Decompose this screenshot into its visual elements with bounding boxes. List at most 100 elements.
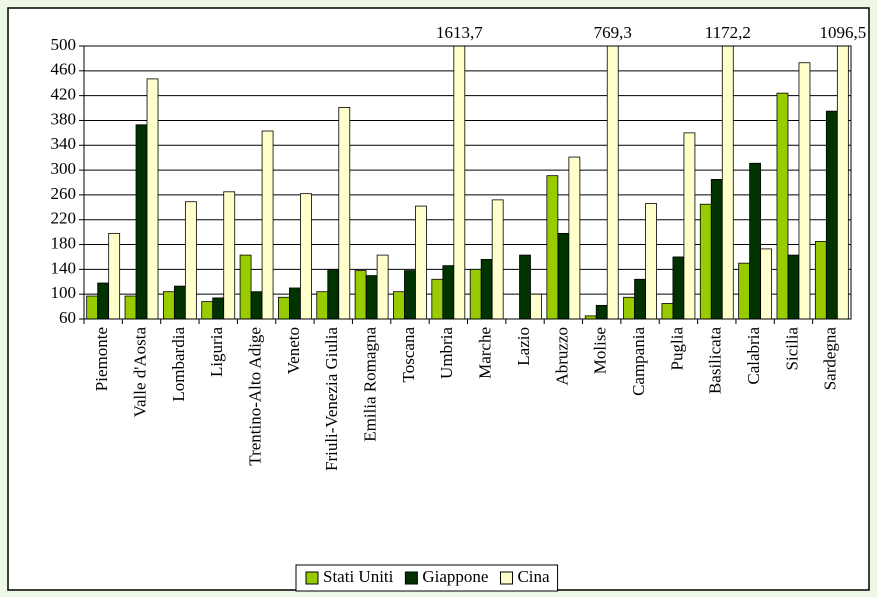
y-tick-label: 300	[51, 159, 77, 178]
y-tick-label: 500	[51, 35, 77, 54]
bar	[469, 268, 482, 319]
bar	[595, 304, 608, 319]
bar	[568, 156, 581, 319]
bars	[86, 46, 849, 319]
data-label: 1613,7	[436, 23, 483, 42]
bar	[376, 254, 389, 319]
bar	[184, 201, 197, 319]
legend-label: Giappone	[422, 567, 488, 586]
bar	[97, 282, 110, 319]
x-tick-label: Trentino-Alto Adige	[245, 327, 264, 466]
x-tick-label: Molise	[591, 327, 610, 374]
bar	[721, 46, 734, 319]
legend-label: Stati Uniti	[323, 567, 394, 586]
bar	[354, 270, 367, 319]
x-tick-label: Puglia	[667, 327, 686, 371]
y-tick-label: 260	[51, 184, 77, 203]
bar	[124, 295, 137, 319]
bar	[239, 254, 252, 319]
bar	[672, 256, 685, 319]
bar	[261, 130, 274, 319]
bar	[338, 107, 351, 319]
bar	[738, 262, 751, 319]
legend-swatch	[305, 571, 319, 585]
legend-label: Cina	[517, 567, 550, 586]
bar	[415, 205, 427, 319]
bar	[162, 291, 175, 319]
x-tick-label: Umbria	[437, 327, 456, 379]
x-tick-label: Lombardia	[169, 327, 188, 402]
bar	[173, 285, 186, 319]
y-tick-label: 380	[51, 109, 77, 128]
bar	[606, 46, 619, 319]
legend: Stati Uniti Giappone Cina	[295, 564, 559, 592]
x-tick-label: Emilia Romagna	[361, 327, 380, 442]
bar	[201, 301, 214, 319]
bar	[491, 199, 504, 319]
bar	[836, 46, 849, 319]
bar	[645, 203, 657, 319]
bar	[365, 275, 378, 319]
y-tick-label: 460	[51, 60, 77, 79]
x-tick-label: Valle d'Aosta	[130, 327, 149, 418]
bar	[760, 248, 773, 319]
y-tick-label: 100	[51, 283, 77, 302]
bar	[519, 254, 531, 319]
data-label: 1096,5	[819, 23, 866, 42]
bar	[787, 254, 800, 319]
bar	[250, 291, 263, 319]
bar	[278, 296, 290, 319]
bar	[623, 296, 635, 319]
x-tick-label: Sicilia	[782, 327, 801, 371]
bar	[683, 132, 696, 319]
bar	[776, 92, 789, 319]
x-tick-label: Basilicata	[706, 327, 725, 394]
x-tick-label: Piemonte	[92, 327, 111, 391]
bar	[300, 193, 312, 319]
y-tick-label: 180	[51, 233, 77, 252]
bar	[86, 295, 99, 319]
bar	[546, 175, 559, 319]
bar	[146, 78, 159, 319]
bar	[327, 268, 340, 319]
bar	[316, 291, 329, 319]
bar	[530, 293, 542, 319]
x-tick-label: Liguria	[207, 327, 226, 377]
x-tick-label: Marche	[476, 327, 495, 379]
bar	[453, 46, 466, 319]
bar	[557, 232, 570, 319]
bar	[749, 162, 762, 319]
legend-swatch	[404, 571, 418, 585]
x-tick-label: Sardegna	[821, 327, 840, 391]
bar	[634, 278, 646, 319]
x-tick-label: Abruzzo	[552, 327, 571, 386]
y-tick-label: 220	[51, 209, 77, 228]
data-label: 769,3	[594, 23, 632, 42]
x-tick-label: Campania	[629, 327, 648, 396]
bar	[710, 178, 723, 319]
bar	[223, 191, 236, 319]
y-tick-label: 140	[51, 258, 77, 277]
bar	[798, 62, 811, 319]
bar	[135, 124, 148, 319]
bar	[404, 270, 416, 319]
bar	[825, 110, 838, 319]
y-tick-label: 420	[51, 85, 77, 104]
legend-box	[295, 564, 559, 592]
bar	[480, 259, 493, 319]
bar	[814, 241, 827, 319]
y-tick-label: 60	[59, 308, 76, 327]
bar	[699, 203, 712, 319]
bar	[108, 232, 121, 319]
bar	[289, 287, 301, 319]
x-tick-label: Veneto	[284, 327, 303, 374]
x-tick-label: Toscana	[399, 327, 418, 383]
x-tick-label: Friuli-Venezia Giulia	[322, 327, 341, 471]
bar	[661, 303, 674, 319]
y-tick-label: 340	[51, 134, 77, 153]
legend-swatch	[499, 571, 513, 585]
bar	[431, 278, 444, 319]
bar	[442, 265, 455, 319]
x-tick-label: Lazio	[514, 327, 533, 366]
